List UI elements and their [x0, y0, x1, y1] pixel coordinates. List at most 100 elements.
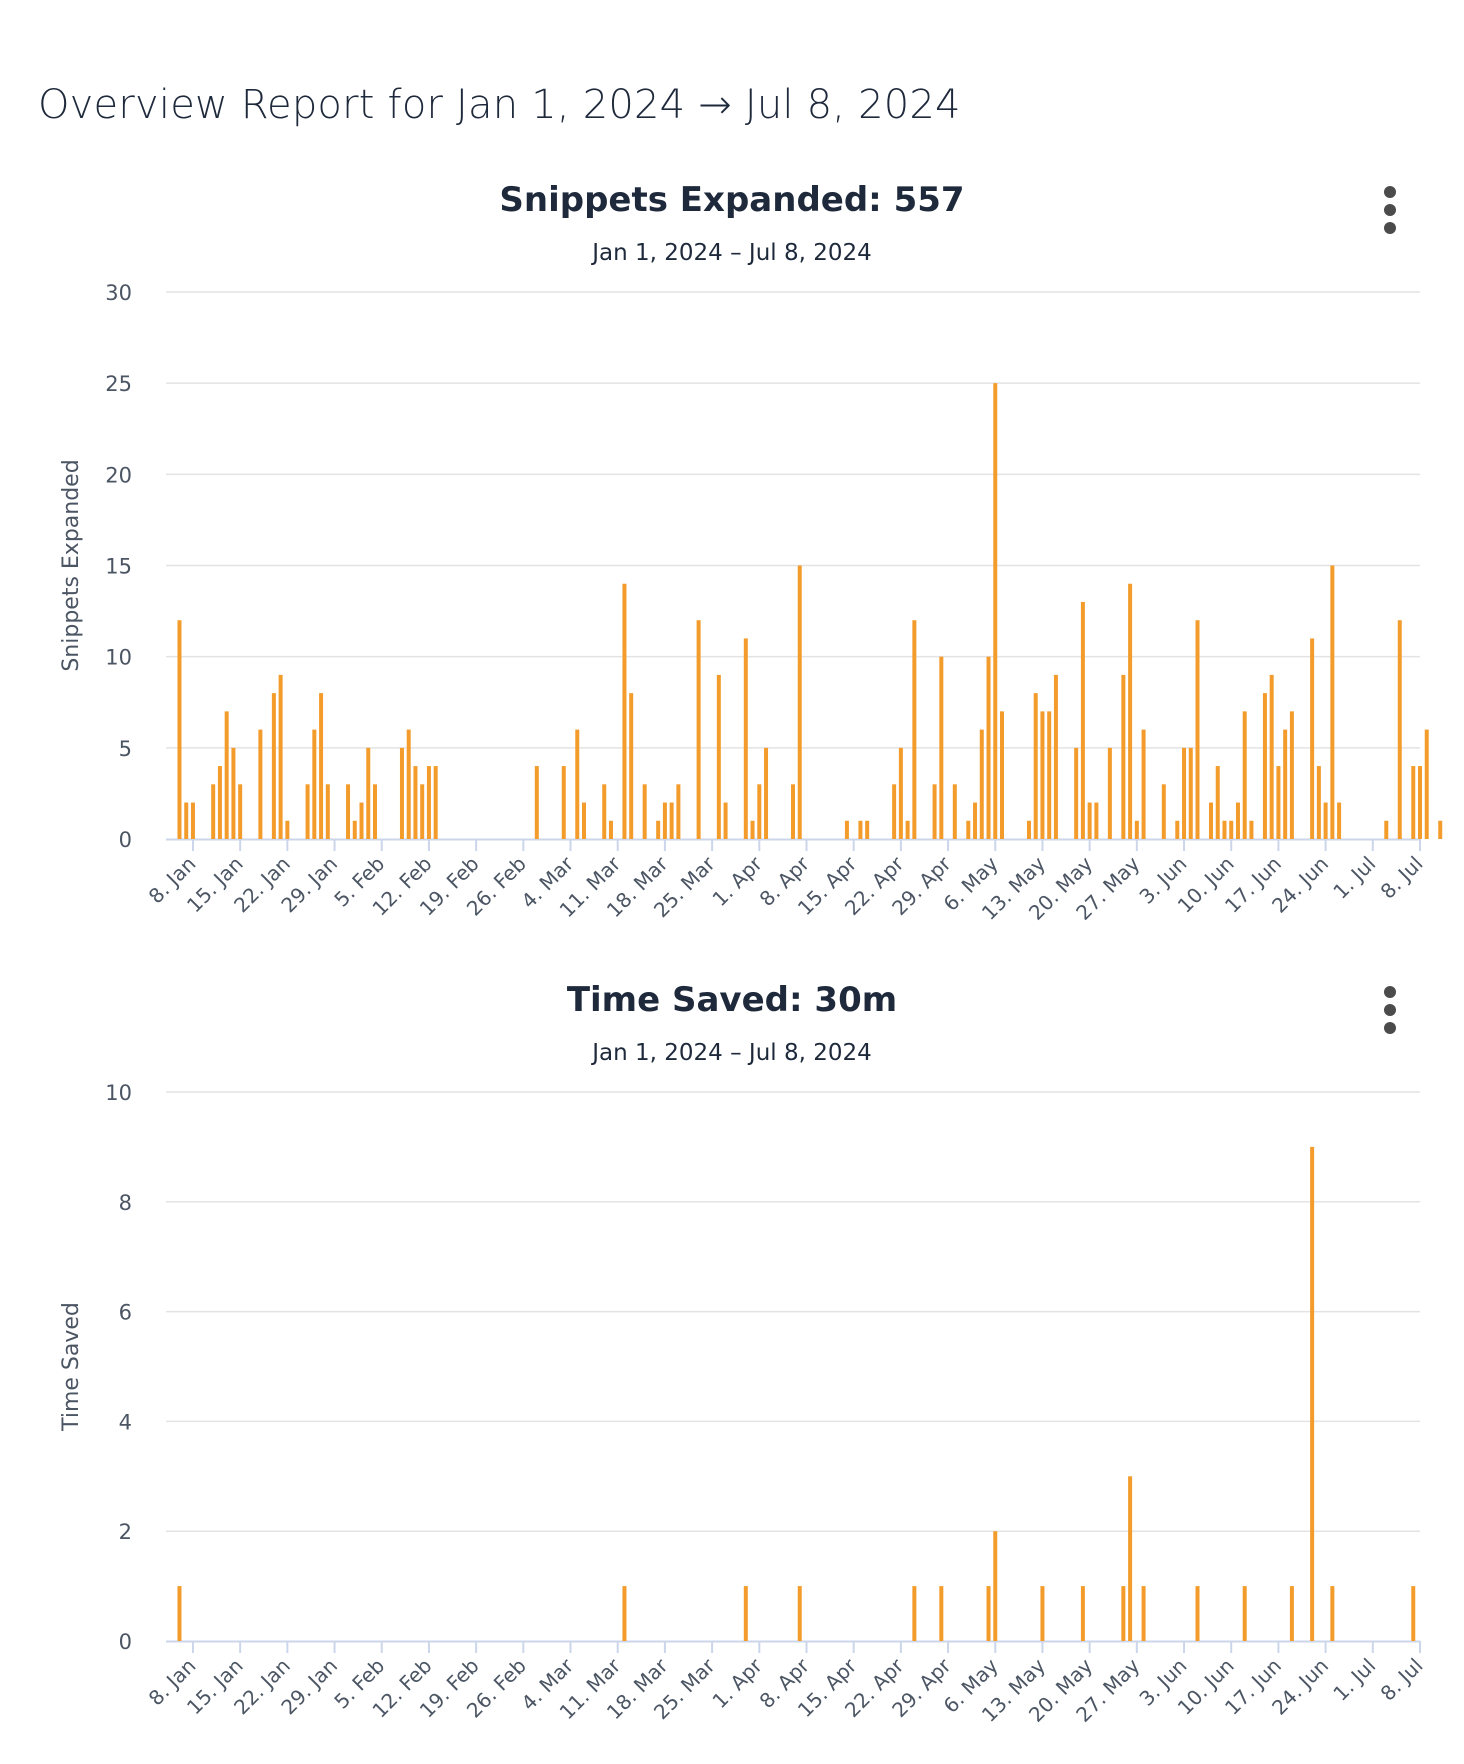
- bar[interactable]: [1310, 1146, 1315, 1641]
- bar[interactable]: [231, 747, 236, 839]
- bar[interactable]: [1424, 729, 1429, 839]
- bar[interactable]: [1269, 674, 1274, 839]
- bar[interactable]: [743, 638, 748, 839]
- bar[interactable]: [1337, 802, 1342, 839]
- bar[interactable]: [399, 747, 404, 839]
- bar[interactable]: [1249, 820, 1254, 839]
- bar[interactable]: [575, 729, 580, 839]
- bar[interactable]: [973, 802, 978, 839]
- chart-menu-icon[interactable]: [1372, 986, 1408, 1034]
- bar[interactable]: [656, 820, 661, 839]
- chart-menu-icon[interactable]: [1372, 186, 1408, 234]
- bar[interactable]: [966, 820, 971, 839]
- bar[interactable]: [271, 693, 276, 839]
- bar[interactable]: [346, 784, 351, 839]
- bar[interactable]: [285, 820, 290, 839]
- bar[interactable]: [986, 656, 991, 839]
- bar[interactable]: [1128, 1476, 1133, 1641]
- bar[interactable]: [177, 620, 182, 839]
- bar[interactable]: [723, 802, 728, 839]
- bar[interactable]: [534, 766, 539, 839]
- bar[interactable]: [433, 766, 438, 839]
- bar[interactable]: [1195, 620, 1200, 839]
- bar[interactable]: [1242, 1586, 1247, 1641]
- bar[interactable]: [743, 1586, 748, 1641]
- bar[interactable]: [642, 784, 647, 839]
- bar[interactable]: [979, 729, 984, 839]
- bar[interactable]: [629, 693, 634, 839]
- bar[interactable]: [797, 565, 802, 840]
- bar[interactable]: [716, 674, 721, 839]
- bar[interactable]: [986, 1586, 991, 1641]
- bar[interactable]: [1121, 674, 1126, 839]
- bar[interactable]: [622, 583, 627, 839]
- bar[interactable]: [898, 747, 903, 839]
- bar[interactable]: [1040, 1586, 1045, 1641]
- bar[interactable]: [939, 1586, 944, 1641]
- bar[interactable]: [305, 784, 310, 839]
- bar[interactable]: [258, 729, 263, 839]
- bar[interactable]: [1182, 747, 1187, 839]
- bar[interactable]: [676, 784, 681, 839]
- bar[interactable]: [325, 784, 330, 839]
- bar[interactable]: [1229, 820, 1234, 839]
- bar[interactable]: [696, 620, 701, 839]
- bar[interactable]: [373, 784, 377, 839]
- bar[interactable]: [791, 784, 795, 839]
- bar[interactable]: [602, 784, 607, 839]
- bar[interactable]: [662, 802, 667, 839]
- bar[interactable]: [561, 766, 566, 839]
- bar[interactable]: [912, 620, 917, 839]
- bar[interactable]: [1323, 802, 1328, 839]
- bar[interactable]: [865, 820, 870, 839]
- bar[interactable]: [426, 766, 431, 839]
- bar[interactable]: [312, 729, 317, 839]
- bar[interactable]: [1310, 638, 1315, 839]
- bar[interactable]: [622, 1586, 627, 1641]
- bar[interactable]: [1033, 693, 1038, 839]
- bar[interactable]: [1411, 766, 1416, 839]
- bar[interactable]: [1087, 802, 1092, 839]
- bar[interactable]: [366, 747, 371, 839]
- bar[interactable]: [1262, 693, 1267, 839]
- bar[interactable]: [1080, 601, 1085, 839]
- bar[interactable]: [211, 784, 216, 839]
- bar[interactable]: [224, 711, 229, 839]
- bar[interactable]: [1438, 820, 1443, 839]
- bar[interactable]: [764, 747, 769, 839]
- bar[interactable]: [406, 729, 411, 839]
- bar[interactable]: [844, 820, 849, 839]
- bar[interactable]: [939, 656, 944, 839]
- bar[interactable]: [757, 784, 762, 839]
- bar[interactable]: [797, 1586, 802, 1641]
- bar[interactable]: [1215, 766, 1220, 839]
- bar[interactable]: [1080, 1586, 1085, 1641]
- bar[interactable]: [1330, 1586, 1335, 1641]
- bar[interactable]: [1141, 729, 1146, 839]
- bar[interactable]: [1107, 747, 1112, 839]
- bar[interactable]: [1040, 711, 1045, 839]
- bar[interactable]: [993, 1531, 998, 1641]
- bar[interactable]: [1121, 1586, 1126, 1641]
- bar[interactable]: [238, 784, 243, 839]
- bar[interactable]: [1134, 820, 1139, 839]
- bar[interactable]: [912, 1586, 917, 1641]
- bar[interactable]: [1411, 1586, 1416, 1641]
- bar[interactable]: [177, 1586, 182, 1641]
- bar[interactable]: [669, 802, 674, 839]
- bar[interactable]: [278, 674, 283, 839]
- bar[interactable]: [217, 766, 222, 839]
- bar[interactable]: [1128, 583, 1133, 839]
- bar[interactable]: [1384, 820, 1389, 839]
- bar[interactable]: [1276, 766, 1281, 839]
- bar[interactable]: [1047, 711, 1052, 839]
- bar[interactable]: [1195, 1586, 1200, 1641]
- bar[interactable]: [1141, 1586, 1146, 1641]
- bar[interactable]: [190, 802, 195, 839]
- bar[interactable]: [1242, 711, 1247, 839]
- bar[interactable]: [750, 820, 755, 839]
- bar[interactable]: [932, 784, 937, 839]
- bar[interactable]: [1222, 820, 1227, 839]
- bar[interactable]: [1161, 784, 1166, 839]
- bar[interactable]: [1026, 820, 1031, 839]
